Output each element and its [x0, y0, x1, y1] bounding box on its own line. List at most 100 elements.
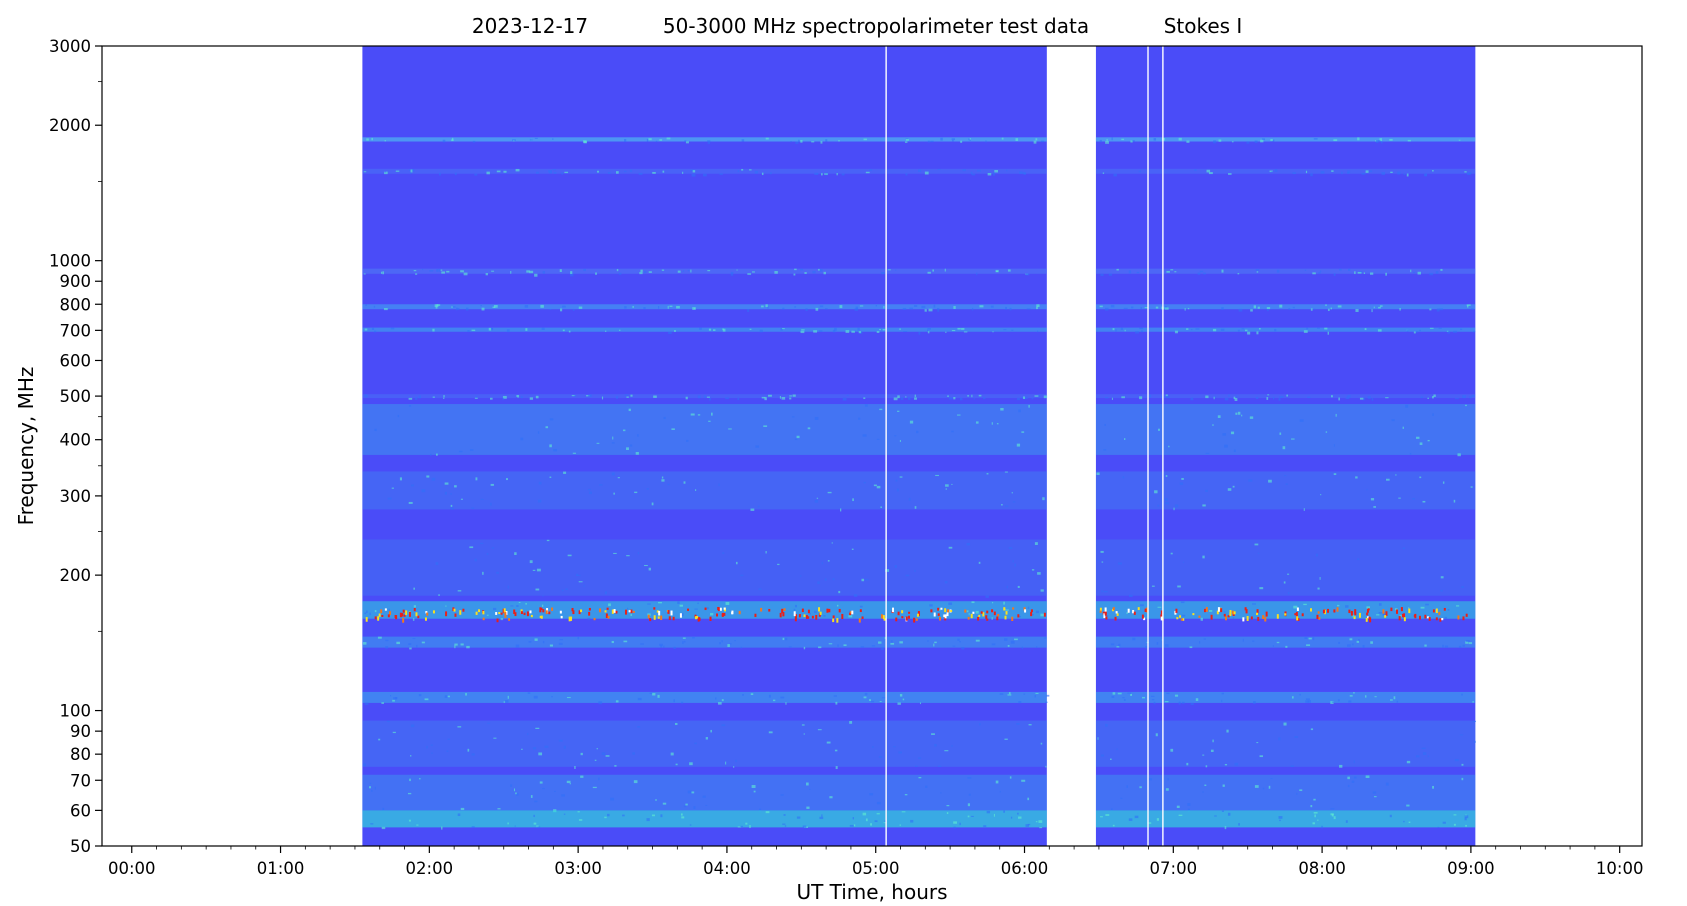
band-texture — [1111, 808, 1113, 812]
band-texture — [1110, 304, 1115, 308]
emission-band-1-3 — [1095, 304, 1476, 310]
rfi-mark — [944, 608, 947, 613]
band-texture — [1394, 608, 1398, 611]
band-texture — [881, 272, 885, 275]
band-texture — [626, 396, 629, 398]
band-texture — [818, 268, 820, 271]
rfi-mark — [1418, 615, 1421, 620]
band-texture — [569, 782, 571, 785]
band-texture — [1461, 586, 1464, 588]
band-texture — [1395, 474, 1397, 476]
band-texture — [657, 694, 660, 698]
rfi-mark — [972, 611, 975, 614]
band-texture — [721, 724, 726, 727]
band-texture — [1267, 394, 1270, 396]
band-texture — [632, 306, 634, 308]
rfi-mark — [1284, 613, 1287, 616]
band-texture — [800, 140, 803, 143]
rfi-mark — [1403, 613, 1406, 618]
band-texture — [1007, 645, 1010, 647]
band-texture — [411, 484, 414, 487]
emission-band-0-8 — [362, 539, 1047, 596]
band-texture — [1279, 432, 1282, 435]
band-texture — [604, 816, 607, 819]
band-texture — [668, 331, 672, 335]
band-texture — [1166, 270, 1170, 273]
band-texture — [1224, 764, 1228, 766]
band-texture — [558, 642, 563, 645]
band-texture — [1174, 271, 1177, 273]
rfi-mark — [793, 611, 796, 617]
band-texture — [878, 756, 883, 758]
emission-band-0-1 — [362, 168, 1047, 174]
rfi-mark — [1333, 609, 1336, 613]
band-texture — [384, 171, 388, 175]
band-texture — [1312, 822, 1315, 825]
band-texture — [503, 170, 507, 173]
band-texture — [1286, 394, 1288, 397]
rfi-mark — [908, 615, 911, 619]
band-texture — [520, 437, 524, 441]
band-texture — [1364, 695, 1367, 698]
band-texture — [729, 643, 732, 645]
band-texture — [861, 578, 865, 582]
band-texture — [1461, 693, 1463, 696]
band-texture — [693, 806, 696, 809]
rfi-mark — [632, 610, 635, 613]
band-texture — [827, 560, 830, 562]
band-texture — [885, 569, 890, 572]
rfi-mark — [895, 617, 898, 622]
band-texture — [918, 331, 921, 335]
band-texture — [1100, 816, 1103, 818]
band-texture — [1306, 644, 1311, 646]
band-texture — [1308, 637, 1312, 640]
band-texture — [841, 173, 845, 176]
band-texture — [1011, 492, 1013, 494]
band-texture — [703, 173, 707, 177]
band-texture — [1190, 702, 1194, 706]
rfi-mark — [950, 609, 953, 613]
band-texture — [385, 639, 389, 642]
band-texture — [1444, 645, 1449, 648]
rfi-mark — [578, 610, 581, 615]
band-texture — [865, 578, 869, 581]
rfi-mark — [1348, 609, 1351, 614]
band-texture — [577, 811, 580, 813]
band-texture — [1165, 498, 1168, 502]
band-texture — [706, 607, 709, 610]
rfi-mark — [930, 609, 933, 613]
band-texture — [1470, 486, 1473, 488]
band-texture — [496, 170, 501, 173]
band-texture — [1208, 172, 1213, 175]
band-texture — [735, 759, 737, 763]
band-texture — [533, 814, 535, 818]
band-texture — [1312, 637, 1315, 641]
band-texture — [899, 641, 903, 644]
band-texture — [904, 794, 908, 796]
band-texture — [879, 701, 882, 703]
band-texture — [1096, 472, 1100, 475]
band-texture — [583, 584, 585, 587]
band-texture — [1432, 170, 1434, 172]
band-texture — [689, 824, 692, 826]
rfi-mark — [1114, 616, 1117, 621]
band-texture — [644, 564, 648, 567]
rfi-mark — [1103, 613, 1106, 619]
band-texture — [908, 497, 911, 501]
band-texture — [926, 329, 929, 331]
rfi-mark — [807, 609, 810, 614]
band-texture — [1234, 398, 1238, 401]
band-texture — [450, 507, 454, 510]
band-texture — [386, 720, 390, 723]
band-texture — [390, 327, 395, 330]
band-texture — [837, 644, 839, 647]
band-texture — [1366, 488, 1368, 491]
band-texture — [1145, 646, 1148, 649]
band-texture — [879, 408, 883, 411]
band-texture — [1122, 697, 1125, 699]
band-texture — [1140, 604, 1144, 607]
band-texture — [914, 397, 917, 400]
band-texture — [553, 171, 557, 174]
band-texture — [1118, 643, 1121, 647]
band-texture — [549, 644, 553, 647]
